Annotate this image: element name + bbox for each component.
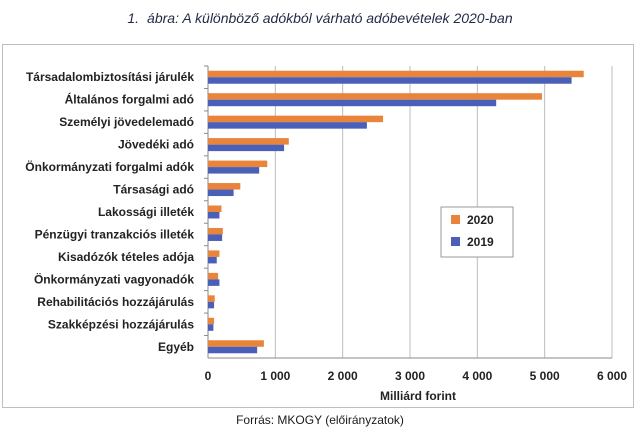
category-label: Rehabilitációs hozzájárulás [37,295,194,309]
bar-2020 [208,183,241,190]
bar-2019 [208,256,217,264]
category-label: Személyi jövedelemadó [59,115,194,129]
source-note: Forrás: MKOGY (előirányzatok) [236,413,404,427]
bar-2019 [208,234,223,241]
legend-swatch-2020 [451,215,460,224]
bar-2020 [208,227,223,235]
figure-number: 1. [127,10,140,26]
bar-2019 [208,279,220,286]
bar-2020 [208,205,222,212]
bar-2020 [208,160,268,168]
legend-label: 2019 [467,235,494,249]
chart-frame [2,44,634,408]
category-label: Kisadózók tételes adója [58,250,194,264]
bar-2020 [208,295,215,302]
category-label: Szakképzési hozzájárulás [48,317,194,331]
bar-2019 [208,167,260,174]
x-tick-label: 6 000 [597,369,627,383]
legend-swatch-2019 [451,237,460,246]
bar-2019 [208,77,572,84]
category-label: Általános forgalmi adó [65,92,194,107]
category-label: Jövedéki adó [118,138,194,152]
category-label: Társadalombiztosítási járulék [26,70,194,84]
chart-title: 1. ábra: A különböző adókból várható adób… [0,10,640,26]
x-tick-label: 0 [205,369,212,383]
bar-2019 [208,189,234,197]
x-axis-label: Milliárd forint [380,389,456,403]
bar-2019 [208,122,367,129]
category-label: Önkormányzati vagyonadók [34,271,194,286]
bar-2020 [208,272,219,280]
category-label: Egyéb [158,340,194,354]
x-tick-label: 1 000 [260,369,290,383]
x-tick-label: 3 000 [395,369,425,383]
x-tick-label: 5 000 [530,369,560,383]
bar-2019 [208,144,285,152]
bar-2019 [208,99,497,107]
bar-2020 [208,317,215,325]
category-label: Társasági adó [113,183,194,197]
category-label: Önkormányzati forgalmi adók [25,159,194,174]
bar-2020 [208,70,584,78]
bar-2019 [208,346,258,354]
x-tick-label: 4 000 [462,369,492,383]
x-tick-label: 2 000 [328,369,358,383]
bar-2019 [208,212,220,219]
figure-caption: ábra: A különböző adókból várható adóbev… [147,10,513,26]
legend-label: 2020 [467,213,494,227]
category-label: Pénzügyi tranzakciós illeték [35,227,195,241]
bar-2019 [208,301,215,309]
bar-2020 [208,138,289,145]
bar-2020 [208,340,264,347]
bar-2020 [208,250,220,257]
bar-2020 [208,93,542,100]
category-label: Lakossági illeték [98,205,194,219]
bar-2019 [208,324,214,331]
bar-2020 [208,115,384,123]
